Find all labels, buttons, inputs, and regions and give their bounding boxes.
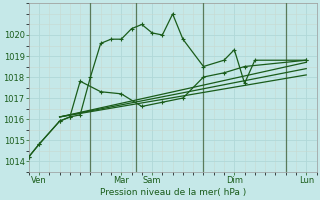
X-axis label: Pression niveau de la mer( hPa ): Pression niveau de la mer( hPa ) [100,188,246,197]
